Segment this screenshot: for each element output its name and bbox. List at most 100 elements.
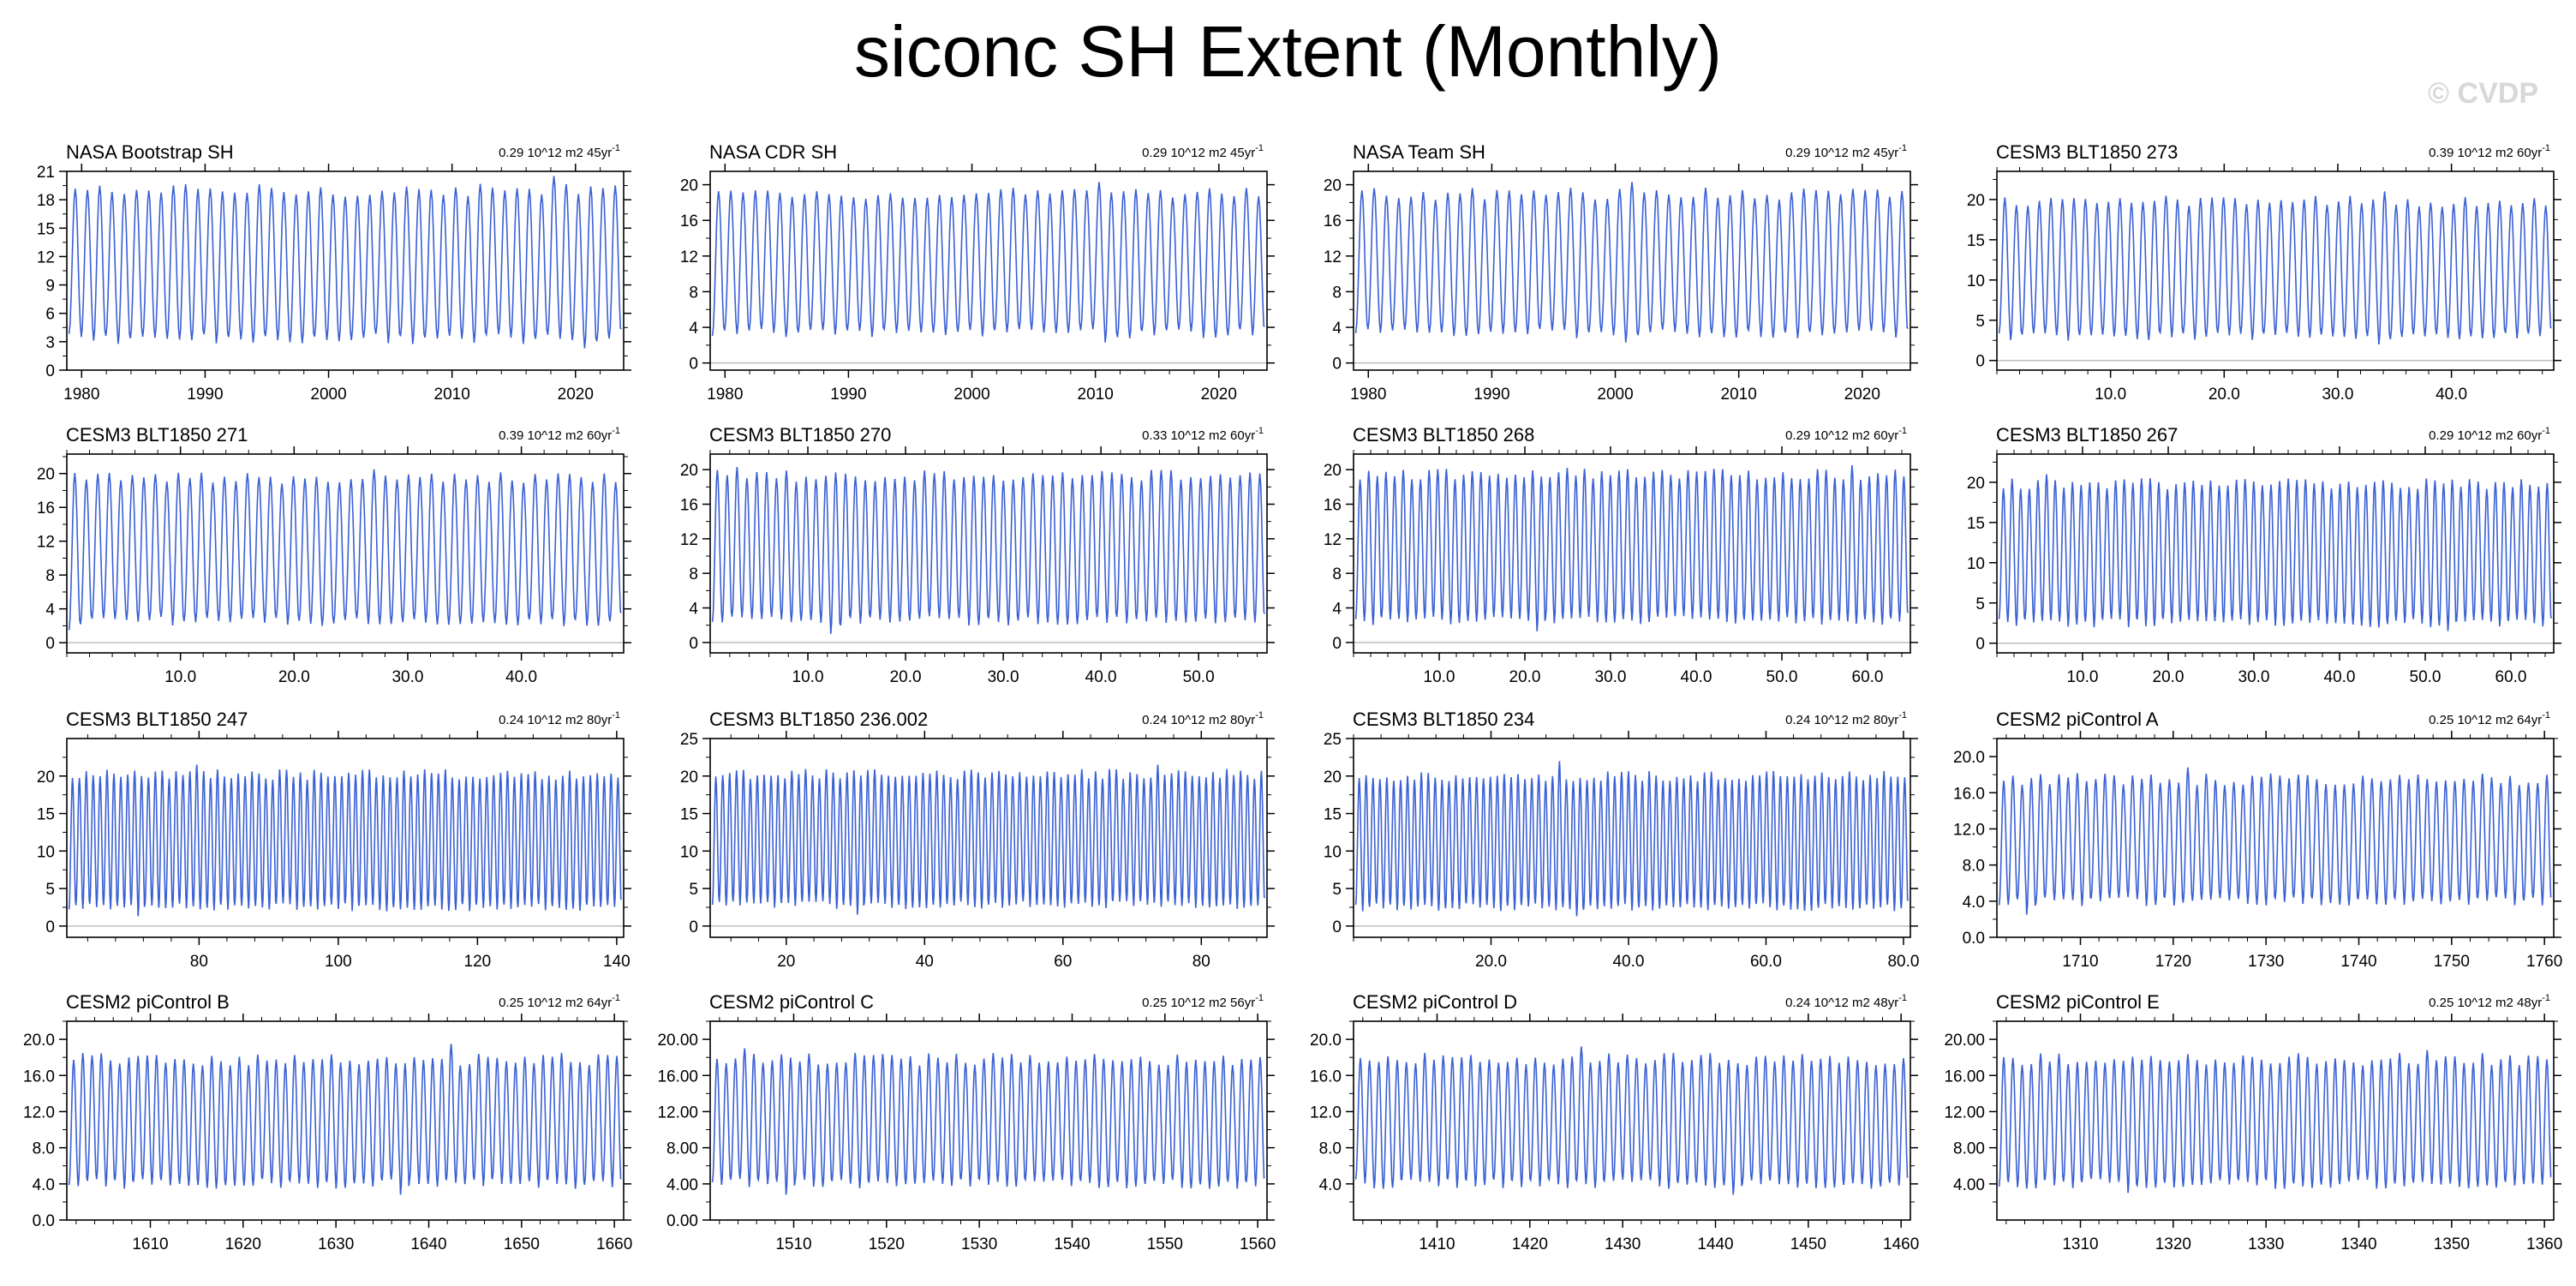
- trend-label: 0.24 10^12 m2 80yr-1: [1142, 710, 1264, 727]
- trend-label: 0.25 10^12 m2 64yr-1: [2429, 710, 2550, 727]
- y-tick-label: 12.0: [1953, 821, 1985, 839]
- y-tick-label: 21: [37, 164, 55, 182]
- plot-frame: [1996, 738, 2555, 938]
- x-tick-label: 1540: [1054, 1235, 1090, 1253]
- y-tick-label: 4.0: [33, 1176, 55, 1194]
- x-tick-label: 1550: [1147, 1235, 1183, 1253]
- y-tick-label: 25: [1324, 731, 1342, 749]
- x-tick-label: 1980: [1350, 386, 1386, 404]
- x-tick-label: 2020: [558, 386, 594, 404]
- trend-unit-exponent: -1: [1255, 710, 1264, 721]
- panel-title: CESM3 BLT1850 236.002: [709, 709, 928, 730]
- y-tick-label: 15: [1967, 232, 1985, 250]
- panel-3: NASA Team SH 0.29 10^12 m2 45yr-1 0 4 8 12 16 2…: [1324, 141, 1918, 404]
- trend-unit-exponent: -1: [612, 710, 620, 721]
- y-tick-label: 20: [680, 769, 698, 787]
- y-tick-label: 25: [680, 731, 698, 749]
- x-tick-label: 2000: [953, 386, 989, 404]
- trend-label: 0.25 10^12 m2 48yr-1: [2429, 993, 2550, 1010]
- trend-value: 0.24 10^12 m2 48yr: [1785, 996, 1898, 1010]
- panel-title: CESM2 piControl B: [66, 991, 230, 1013]
- panel-title: NASA Team SH: [1353, 141, 1485, 163]
- series-line: [1354, 182, 1909, 343]
- y-tick-label: 12.00: [657, 1104, 698, 1122]
- y-tick-label: 20: [1967, 475, 1985, 493]
- y-tick-label: 8.0: [1963, 858, 1985, 876]
- trend-value: 0.39 10^12 m2 60yr: [2429, 146, 2542, 160]
- trend-label: 0.29 10^12 m2 60yr-1: [2429, 426, 2550, 443]
- y-tick-label: 8.00: [666, 1140, 698, 1158]
- y-tick-label: 20.00: [657, 1032, 698, 1050]
- series-line: [68, 764, 623, 917]
- trend-value: 0.29 10^12 m2 60yr: [1785, 428, 1898, 443]
- trend-unit-exponent: -1: [2542, 710, 2550, 721]
- x-tick-label: 40.0: [1612, 953, 1644, 971]
- y-tick-label: 0: [1975, 636, 1985, 654]
- trend-value: 0.25 10^12 m2 56yr: [1142, 996, 1255, 1010]
- trend-label: 0.24 10^12 m2 80yr-1: [1785, 710, 1907, 727]
- panel-title: CESM3 BLT1850 268: [1353, 424, 1534, 446]
- x-tick-label: 40.0: [2324, 668, 2356, 686]
- trend-value: 0.25 10^12 m2 64yr: [2429, 713, 2542, 727]
- y-tick-label: 16.0: [23, 1068, 55, 1086]
- y-tick-label: 0.0: [33, 1212, 55, 1230]
- x-tick-label: 2000: [1597, 386, 1633, 404]
- x-tick-label: 60.0: [2495, 668, 2527, 686]
- plot-frame: [1996, 1020, 2555, 1221]
- y-tick-label: 0: [45, 362, 55, 380]
- x-tick-label: 30.0: [988, 668, 1019, 686]
- trend-label: 0.24 10^12 m2 48yr-1: [1785, 993, 1907, 1010]
- series-line: [711, 764, 1266, 915]
- panel-title: CESM2 piControl E: [1996, 991, 2160, 1013]
- trend-value: 0.25 10^12 m2 64yr: [499, 996, 612, 1010]
- panel-title: CESM2 piControl D: [1353, 991, 1517, 1013]
- x-tick-label: 50.0: [1766, 668, 1798, 686]
- y-tick-label: 20: [680, 462, 698, 480]
- x-tick-label: 1310: [2062, 1235, 2098, 1253]
- y-tick-label: 16.00: [1944, 1068, 1985, 1086]
- series-line: [1354, 1046, 1909, 1195]
- y-tick-label: 8.0: [1319, 1140, 1342, 1158]
- y-tick-label: 5: [689, 881, 698, 899]
- y-tick-label: 8.0: [33, 1140, 55, 1158]
- x-tick-label: 60.0: [1750, 953, 1782, 971]
- trend-unit-exponent: -1: [2542, 426, 2550, 436]
- x-tick-label: 120: [464, 953, 492, 971]
- y-tick-label: 3: [45, 334, 55, 352]
- trend-value: 0.29 10^12 m2 45yr: [1142, 146, 1255, 160]
- x-tick-label: 40.0: [1085, 668, 1117, 686]
- panel-14: CESM2 piControl C 0.25 10^12 m2 56yr-1 0.0…: [657, 991, 1276, 1253]
- x-tick-label: 2020: [1844, 386, 1880, 404]
- trend-label: 0.29 10^12 m2 45yr-1: [499, 143, 620, 160]
- x-tick-label: 60: [1054, 953, 1072, 971]
- x-tick-label: 1730: [2248, 953, 2284, 971]
- y-tick-label: 5: [1975, 313, 1985, 331]
- x-tick-label: 20: [777, 953, 795, 971]
- y-tick-label: 12: [37, 534, 55, 552]
- y-tick-label: 12.0: [1310, 1104, 1342, 1122]
- y-tick-label: 16: [37, 499, 55, 517]
- series-line: [68, 176, 622, 349]
- panel-4: CESM3 BLT1850 273 0.39 10^12 m2 60yr-1 0 5 1…: [1967, 141, 2561, 404]
- x-tick-label: 1980: [707, 386, 743, 404]
- panel-13: CESM2 piControl B 0.25 10^12 m2 64yr-1 0.0…: [23, 991, 632, 1253]
- y-tick-label: 4: [689, 601, 698, 619]
- x-tick-label: 1660: [596, 1235, 632, 1253]
- trend-unit-exponent: -1: [612, 426, 620, 436]
- y-tick-label: 16: [680, 497, 698, 515]
- trend-label: 0.39 10^12 m2 60yr-1: [2429, 143, 2550, 160]
- x-tick-label: 1980: [63, 386, 99, 404]
- x-tick-label: 40.0: [505, 668, 537, 686]
- x-tick-label: 1350: [2434, 1235, 2470, 1253]
- panel-title: CESM2 piControl A: [1996, 709, 2159, 730]
- panel-title: CESM2 piControl C: [709, 991, 874, 1013]
- x-tick-label: 2000: [310, 386, 346, 404]
- y-tick-label: 12: [680, 248, 698, 266]
- plot-frame: [1353, 1020, 1911, 1221]
- x-tick-label: 10.0: [2067, 668, 2099, 686]
- y-tick-label: 18: [37, 192, 55, 210]
- y-tick-label: 0: [689, 918, 698, 936]
- y-tick-label: 12.0: [23, 1104, 55, 1122]
- x-tick-label: 1990: [187, 386, 223, 404]
- y-tick-label: 4.00: [1953, 1176, 1985, 1194]
